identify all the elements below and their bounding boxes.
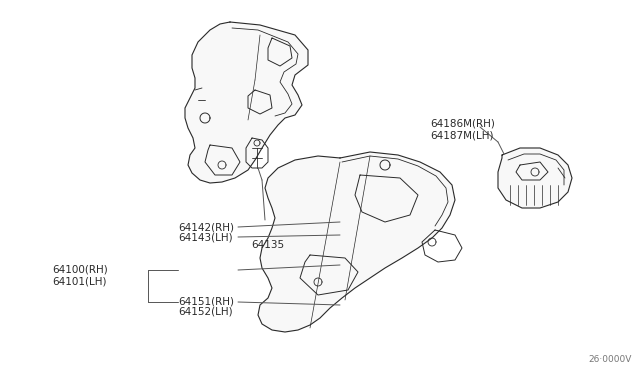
- Polygon shape: [498, 148, 572, 208]
- Text: 64101(LH): 64101(LH): [52, 277, 106, 287]
- Text: 64152(LH): 64152(LH): [178, 307, 232, 317]
- Text: 64100(RH): 64100(RH): [52, 265, 108, 275]
- Text: 64135: 64135: [252, 240, 285, 250]
- Text: 64151(RH): 64151(RH): [178, 296, 234, 306]
- Text: 64186M(RH): 64186M(RH): [430, 118, 495, 128]
- Polygon shape: [258, 152, 455, 332]
- Polygon shape: [185, 22, 308, 183]
- Text: 64143(LH): 64143(LH): [178, 233, 232, 243]
- Text: 26·0000V: 26·0000V: [589, 355, 632, 364]
- Text: 64142(RH): 64142(RH): [178, 222, 234, 232]
- Text: 64187M(LH): 64187M(LH): [430, 130, 493, 140]
